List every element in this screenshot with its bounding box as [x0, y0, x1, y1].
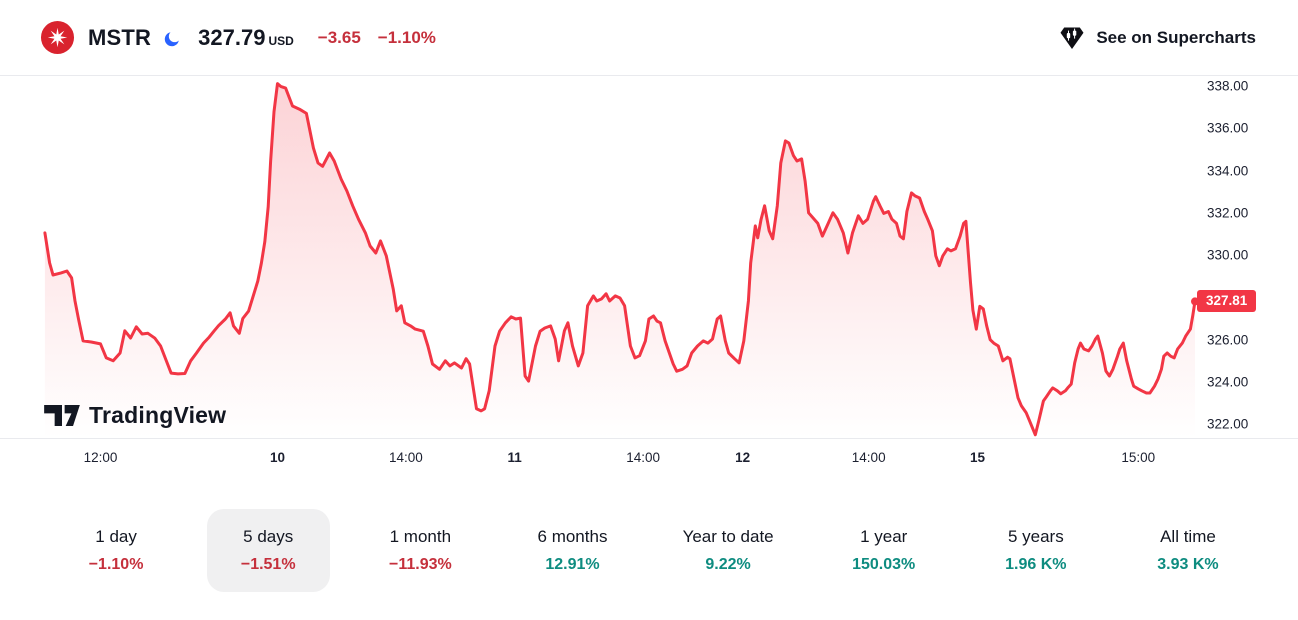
mstr-logo-icon	[40, 20, 75, 55]
change-absolute: −3.65	[317, 27, 361, 47]
period-label: 1 year	[860, 527, 908, 546]
x-axis-label: 14:00	[851, 450, 886, 465]
market-closed-moon-icon	[164, 32, 179, 47]
period-button-1-year[interactable]: 1 year 150.03%	[818, 509, 949, 592]
period-change-value: 9.22%	[705, 556, 751, 573]
supercharts-label: See on Supercharts	[1096, 27, 1256, 47]
tradingview-watermark[interactable]: TradingView	[44, 402, 226, 429]
period-button-1-month[interactable]: 1 month −11.93%	[355, 509, 486, 592]
y-axis-label: 326.00	[1207, 332, 1249, 348]
period-button-5-days[interactable]: 5 days −1.51%	[206, 509, 330, 592]
period-cell: 1 day −1.10%	[40, 509, 192, 592]
y-axis-label: 338.00	[1207, 78, 1249, 94]
period-label: Year to date	[682, 527, 774, 546]
last-price: 327.79	[198, 24, 266, 50]
area-chart-canvas[interactable]	[0, 76, 1298, 438]
x-axis-label: 12:00	[83, 450, 118, 465]
x-axis-label: 10	[269, 450, 286, 465]
period-label: All time	[1160, 527, 1216, 546]
x-axis-label: 14:00	[388, 450, 423, 465]
x-axis-label: 12	[735, 450, 751, 465]
tradingview-watermark-text: TradingView	[89, 402, 227, 428]
period-button-all-time[interactable]: All time 3.93 K%	[1123, 509, 1252, 592]
x-axis-label: 15	[969, 450, 986, 465]
period-button-year-to-date[interactable]: Year to date 9.22%	[649, 509, 808, 592]
change-percent: −1.10%	[377, 27, 436, 47]
last-price-badge: 327.81	[1197, 290, 1257, 313]
period-change-value: −11.93%	[388, 556, 452, 573]
period-button-6-months[interactable]: 6 months 12.91%	[504, 509, 642, 592]
period-change-value: −1.51%	[240, 556, 296, 573]
period-change-value: −1.10%	[88, 556, 144, 573]
x-axis-label: 14:00	[626, 450, 660, 465]
y-axis-label: 336.00	[1207, 120, 1249, 136]
see-on-supercharts-link[interactable]: See on Supercharts	[1058, 24, 1256, 52]
period-button-1-day[interactable]: 1 day −1.10%	[55, 509, 178, 592]
period-cell: All time 3.93 K%	[1112, 509, 1264, 592]
y-axis-label: 330.00	[1207, 247, 1249, 263]
period-selector: 1 day −1.10% 5 days −1.51% 1 month −11.93% 6 m…	[0, 481, 1298, 592]
period-label: 5 years	[1007, 527, 1064, 546]
symbol-ticker: MSTR	[88, 24, 152, 50]
period-label: 1 month	[389, 527, 452, 546]
period-button-5-years[interactable]: 5 years 1.96 K%	[971, 509, 1100, 592]
period-label: 5 days	[243, 527, 294, 546]
period-change-value: 3.93 K%	[1157, 556, 1219, 573]
tradingview-logo-icon	[44, 405, 80, 426]
period-label: 6 months	[537, 527, 608, 546]
period-cell: 5 days −1.51%	[192, 509, 344, 592]
header: MSTR 327.79 USD −3.65 −1.10% See on Supe…	[0, 0, 1298, 75]
period-label: 1 day	[95, 527, 137, 546]
y-axis-label: 324.00	[1207, 374, 1249, 390]
period-change-value: 150.03%	[852, 556, 916, 573]
y-axis-label: 334.00	[1207, 163, 1249, 178]
x-axis-label: 11	[507, 450, 522, 465]
period-change-value: 1.96 K%	[1005, 556, 1067, 573]
change-group: −3.65 −1.10%	[318, 28, 436, 48]
period-cell: 5 years 1.96 K%	[960, 509, 1112, 592]
period-cell: 1 year 150.03%	[808, 509, 960, 592]
y-axis-label: 322.00	[1207, 416, 1249, 432]
price-group: 327.79 USD	[198, 25, 294, 51]
x-axis-label: 15:00	[1121, 450, 1156, 465]
x-axis: 12:00 10 14:00 11 14:00 12 14:00 15 15:00	[0, 439, 1298, 481]
period-cell: 6 months 12.91%	[496, 509, 648, 592]
y-axis-label: 332.00	[1207, 205, 1249, 221]
price-chart[interactable]: 338.00 336.00 334.00 332.00 330.00 326.00 324.…	[0, 75, 1298, 439]
currency-label: USD	[268, 33, 294, 48]
period-cell: Year to date 9.22%	[649, 509, 808, 592]
period-change-value: 12.91%	[545, 556, 600, 573]
supercharts-gem-icon	[1060, 27, 1084, 49]
period-cell: 1 month −11.93%	[344, 509, 496, 592]
